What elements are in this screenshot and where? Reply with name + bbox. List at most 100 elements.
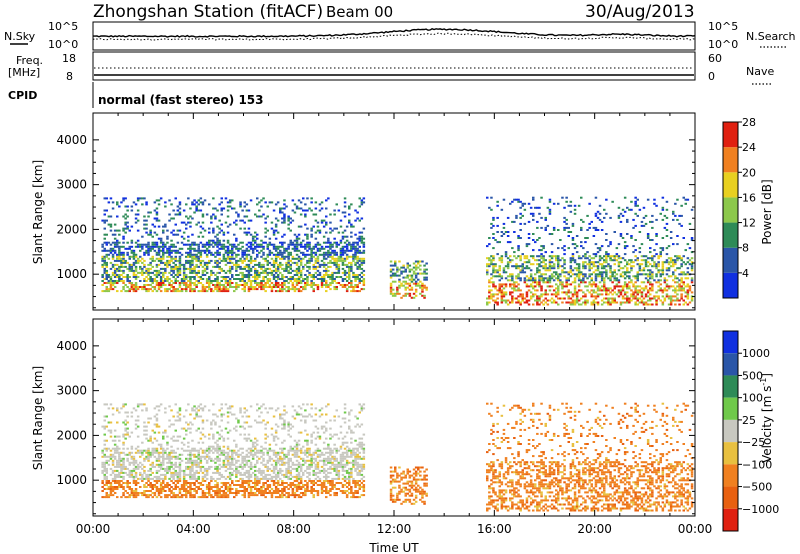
power-cell bbox=[166, 229, 169, 232]
power-cell bbox=[134, 217, 138, 220]
power-cell bbox=[306, 269, 309, 272]
velocity-cell bbox=[193, 409, 196, 412]
power-cell bbox=[569, 265, 573, 268]
power-cell bbox=[239, 203, 242, 206]
power-cell bbox=[678, 273, 681, 276]
power-cell bbox=[185, 215, 188, 218]
power-cell bbox=[208, 259, 211, 262]
power-cell bbox=[571, 303, 575, 306]
power-cell bbox=[504, 231, 508, 233]
power-cell bbox=[536, 295, 539, 298]
power-cell bbox=[245, 276, 249, 278]
power-cell bbox=[341, 235, 345, 238]
velocity-cell bbox=[124, 467, 127, 470]
velocity-cell bbox=[178, 419, 182, 422]
power-cell bbox=[299, 286, 303, 288]
power-cell bbox=[258, 201, 261, 204]
velocity-cell bbox=[157, 457, 161, 460]
power-cell bbox=[302, 280, 305, 282]
power-cell bbox=[306, 284, 309, 286]
velocity-cell bbox=[197, 453, 200, 456]
power-cell bbox=[274, 282, 278, 284]
power-cell bbox=[228, 249, 232, 252]
velocity-cell bbox=[166, 486, 169, 488]
power-cell bbox=[266, 259, 269, 262]
velocity-cell bbox=[168, 484, 171, 486]
power-cell bbox=[120, 261, 123, 264]
power-cell bbox=[126, 247, 129, 250]
power-cell bbox=[101, 274, 104, 276]
power-cell bbox=[193, 269, 196, 272]
power-cell bbox=[674, 214, 677, 217]
power-cell bbox=[404, 286, 407, 289]
power-cell bbox=[550, 285, 554, 288]
power-cell bbox=[540, 226, 543, 229]
power-cell bbox=[289, 271, 292, 274]
power-cell bbox=[600, 277, 604, 280]
power-cell bbox=[228, 267, 232, 270]
power-cell bbox=[667, 267, 671, 270]
power-cell bbox=[297, 288, 301, 291]
power-cell bbox=[352, 274, 355, 276]
power-cell bbox=[611, 255, 614, 258]
velocity-cell bbox=[178, 475, 182, 478]
velocity-cell bbox=[170, 423, 173, 426]
power-cell bbox=[573, 277, 577, 280]
power-cell bbox=[320, 284, 324, 286]
power-cell bbox=[504, 277, 508, 280]
velocity-cell bbox=[111, 439, 115, 442]
power-cell bbox=[162, 229, 165, 232]
velocity-cell bbox=[105, 459, 108, 462]
power-cell bbox=[266, 229, 269, 232]
power-cell bbox=[596, 285, 600, 288]
velocity-cell bbox=[145, 486, 148, 488]
power-cell bbox=[310, 235, 313, 238]
power-cell bbox=[611, 273, 614, 276]
velocity-cell bbox=[174, 494, 177, 497]
power-cell bbox=[312, 288, 315, 291]
power-cell bbox=[607, 253, 610, 256]
power-cell bbox=[162, 255, 165, 258]
power-cell bbox=[118, 245, 121, 248]
velocity-cell bbox=[101, 482, 104, 484]
power-cell bbox=[628, 277, 631, 280]
power-cell bbox=[287, 219, 290, 222]
power-cell bbox=[162, 284, 165, 286]
power-cell bbox=[536, 220, 539, 223]
power-cell bbox=[189, 286, 192, 288]
power-cell bbox=[159, 259, 163, 262]
power-cell bbox=[101, 255, 104, 258]
velocity-cell bbox=[111, 407, 115, 410]
power-cell bbox=[634, 239, 637, 241]
velocity-cell bbox=[205, 461, 209, 464]
power-cell bbox=[680, 295, 683, 298]
power-cell bbox=[676, 218, 679, 221]
power-cell bbox=[164, 261, 167, 264]
power-cell bbox=[293, 269, 297, 272]
power-cell bbox=[322, 251, 326, 254]
velocity-cell bbox=[126, 427, 129, 430]
power-cell bbox=[256, 237, 259, 240]
velocity-cell bbox=[122, 405, 125, 408]
velocity-cell bbox=[103, 427, 106, 430]
power-cell bbox=[109, 215, 113, 218]
velocity-cell bbox=[149, 469, 152, 472]
power-cell bbox=[619, 273, 623, 276]
power-cell bbox=[345, 249, 349, 252]
velocity-cell bbox=[103, 463, 106, 466]
power-cell bbox=[295, 274, 299, 276]
power-cell bbox=[178, 203, 182, 206]
power-cell bbox=[609, 241, 612, 244]
power-cell bbox=[557, 267, 560, 270]
velocity-cell bbox=[176, 419, 180, 422]
power-cell bbox=[557, 277, 560, 280]
power-cell bbox=[231, 247, 234, 250]
power-cell bbox=[669, 299, 673, 302]
power-cell bbox=[626, 291, 629, 294]
power-cell bbox=[617, 295, 621, 298]
power-cell bbox=[201, 265, 205, 268]
power-cell bbox=[496, 303, 499, 306]
power-cell bbox=[320, 207, 324, 210]
power-cell bbox=[419, 268, 422, 271]
velocity-cell bbox=[201, 441, 205, 444]
